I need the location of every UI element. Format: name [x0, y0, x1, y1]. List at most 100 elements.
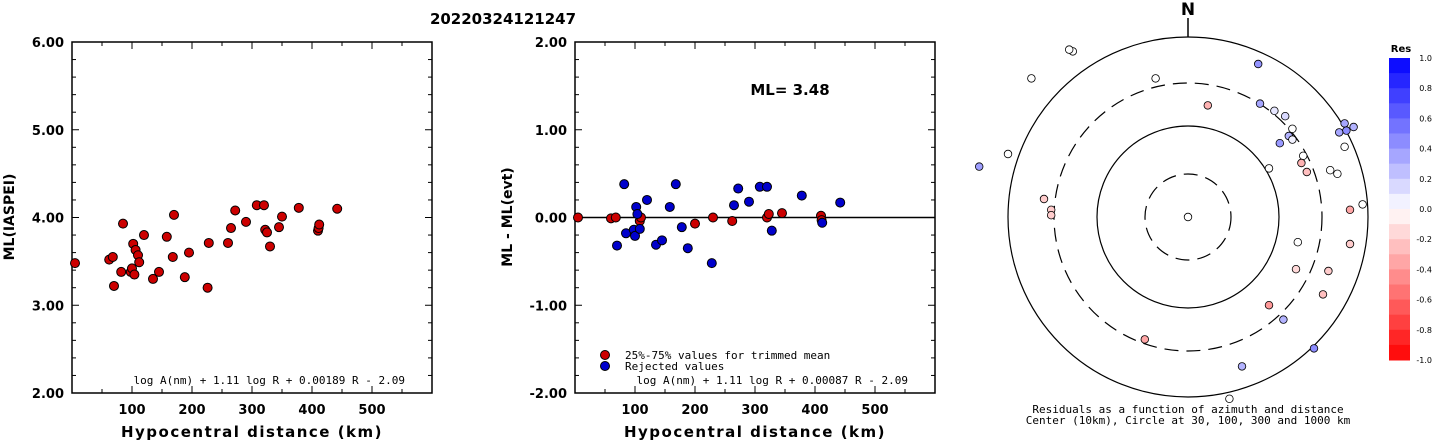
- colorbar-cell: [1389, 103, 1410, 119]
- panel1-x-axis-label: Hypocentral distance (km): [121, 423, 383, 441]
- station-point: [1291, 265, 1301, 274]
- colorbar-cell: [1389, 269, 1410, 285]
- panel2-x-tick-marks: [604, 42, 906, 393]
- legend-label-trimmed: 25%-75% values for trimmed mean: [625, 349, 830, 362]
- colorbar-tick-label: 0.4: [1419, 145, 1432, 154]
- station-point: [1288, 135, 1297, 144]
- panel1-y-axis-label: ML(IASPEI): [2, 174, 18, 261]
- colorbar-cell: [1389, 284, 1410, 301]
- data-point: [727, 216, 738, 227]
- panel2-x-axis-label: Hypocentral distance (km): [624, 423, 886, 441]
- station-point: [1345, 239, 1355, 249]
- data-point: [706, 258, 717, 269]
- panel2-y-tick-labels: -2.00 -1.00 0.00 1.00 2.00: [530, 36, 567, 402]
- station-point: [1275, 138, 1284, 148]
- data-point: [763, 208, 774, 219]
- station-point: [1318, 290, 1328, 299]
- panel2-ml-annotation: ML= 3.48: [750, 81, 829, 99]
- colorbar-cell: [1389, 344, 1410, 361]
- data-point: [169, 209, 179, 220]
- colorbar-cell: [1389, 193, 1410, 210]
- colorbar-tick-label: -0.4: [1416, 265, 1432, 274]
- station-point: [1349, 122, 1358, 132]
- x-tick-label: 200: [178, 403, 205, 418]
- station-point: [975, 162, 984, 171]
- data-point: [664, 201, 675, 212]
- colorbar-cell: [1389, 209, 1410, 225]
- legend-marker-rejected: [600, 361, 610, 371]
- data-point: [70, 258, 80, 269]
- station-point: [1039, 194, 1049, 204]
- residual-colorbar: Res 1.0 0.8 0.6 0.4 0.2 0.0 -0.2 -0.4 -0.6 -0.8 -1…: [1389, 44, 1432, 365]
- station-point: [1203, 101, 1212, 110]
- data-point: [293, 202, 304, 213]
- station-point: [1140, 335, 1149, 344]
- station-point: [1325, 165, 1335, 175]
- station-point: [1334, 128, 1344, 137]
- data-point: [612, 240, 622, 251]
- station-point: [1340, 119, 1349, 128]
- panel1-y-tick-marks: [72, 59, 432, 376]
- y-tick-label: 6.00: [32, 36, 64, 51]
- station-point: [1302, 167, 1311, 177]
- data-point: [729, 200, 739, 211]
- data-point: [139, 230, 149, 241]
- data-point: [241, 216, 251, 227]
- legend-marker-trimmed: [600, 350, 610, 360]
- data-point: [610, 212, 621, 223]
- colorbar-cell: [1389, 314, 1410, 331]
- y-tick-label: 4.00: [32, 212, 64, 227]
- panel-ml-vs-distance: 100 200 300 400 500 2.00 3.00 4.00 5.00 6.00 Hyp…: [2, 36, 433, 441]
- ring-100km: [1096, 125, 1280, 309]
- data-point: [277, 211, 287, 222]
- data-point: [109, 280, 119, 291]
- y-tick-label: 3.00: [32, 299, 64, 314]
- x-tick-label: 100: [621, 403, 648, 418]
- data-point: [835, 197, 846, 208]
- panel-polar-residuals: N Residuals as a function of azimuth and…: [975, 0, 1369, 427]
- data-point: [708, 212, 718, 223]
- data-point: [632, 208, 643, 219]
- data-point: [682, 243, 693, 254]
- station-point: [1340, 142, 1349, 151]
- data-point: [167, 251, 178, 262]
- colorbar-cell: [1389, 329, 1410, 346]
- polar-caption-line-1: Residuals as a function of azimuth and d…: [1032, 403, 1343, 416]
- x-tick-label: 500: [861, 403, 888, 418]
- data-point: [230, 205, 241, 216]
- data-point: [690, 218, 700, 229]
- data-point: [619, 179, 630, 190]
- colorbar-cell: [1389, 73, 1410, 89]
- colorbar-cell: [1389, 163, 1410, 180]
- data-point: [314, 219, 325, 230]
- station-point: [1027, 74, 1036, 83]
- y-tick-label: 2.00: [535, 36, 567, 51]
- panel2-y-axis-label: ML - ML(evt): [500, 167, 516, 266]
- data-point: [223, 237, 233, 248]
- station-point: [1151, 74, 1160, 83]
- data-point: [118, 218, 128, 229]
- station-point: [1345, 205, 1355, 214]
- station-point: [1255, 99, 1265, 108]
- polar-station-points: [975, 45, 1367, 403]
- data-point: [148, 273, 158, 284]
- colorbar-cell: [1389, 299, 1410, 316]
- data-point: [134, 257, 145, 268]
- colorbar-tick-label: 0.6: [1419, 114, 1432, 123]
- panel1-x-tick-marks: [101, 42, 403, 393]
- panel1-plot-frame: [71, 41, 433, 394]
- station-point: [1225, 394, 1234, 403]
- colorbar-tick-label: -0.8: [1416, 326, 1432, 335]
- data-point: [161, 231, 172, 242]
- data-point: [630, 230, 640, 241]
- data-point: [179, 272, 190, 283]
- y-tick-label: 2.00: [32, 387, 64, 402]
- data-point: [657, 235, 667, 246]
- data-point: [642, 194, 652, 205]
- colorbar-tick-label: 1.0: [1419, 54, 1432, 63]
- station-point: [1280, 111, 1290, 121]
- colorbar-tick-labels: 1.0 0.8 0.6 0.4 0.2 0.0 -0.2 -0.4 -0.6 -0.8 -1.0: [1416, 54, 1432, 365]
- panel2-formula: log A(nm) + 1.11 log R + 0.00087 R - 2.0…: [636, 374, 908, 387]
- data-point: [766, 225, 777, 236]
- data-point: [573, 212, 583, 223]
